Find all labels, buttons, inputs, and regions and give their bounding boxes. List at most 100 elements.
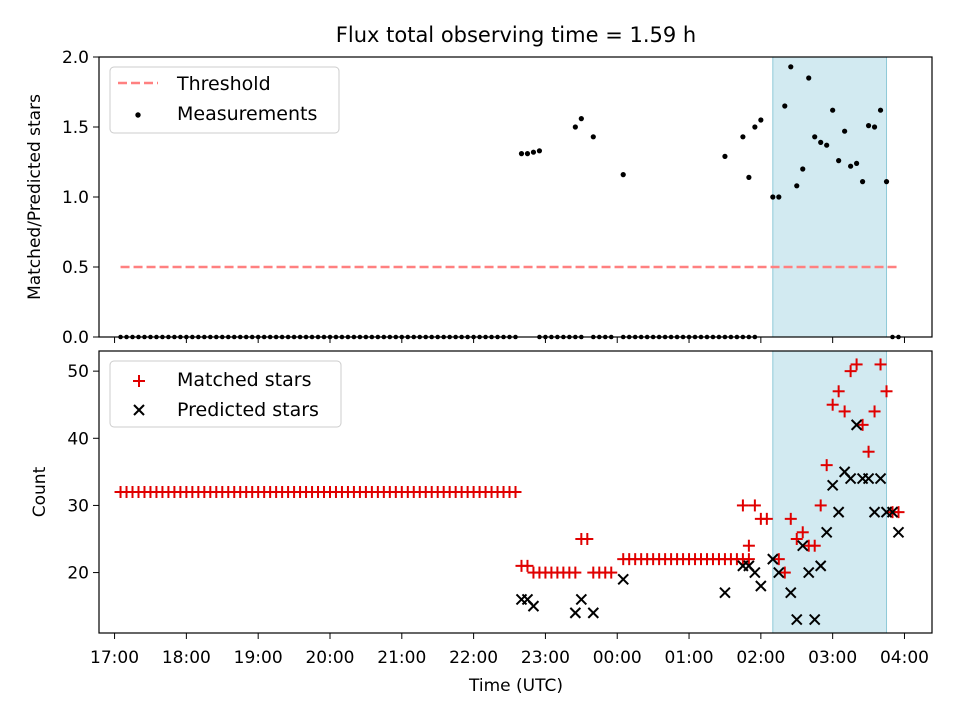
x-tick-label: 03:00 bbox=[808, 648, 857, 668]
measurement-point bbox=[865, 123, 872, 129]
predicted-point bbox=[886, 506, 899, 518]
measurement-point bbox=[572, 124, 578, 130]
predicted-point bbox=[832, 506, 845, 518]
predicted-point bbox=[719, 587, 731, 599]
matched-legend-label: Matched stars bbox=[177, 369, 311, 391]
chart-title: Flux total observing time = 1.59 h bbox=[336, 23, 696, 47]
predicted-point bbox=[844, 472, 857, 485]
measurement-point bbox=[788, 64, 794, 70]
matched-point bbox=[521, 559, 534, 572]
matched-point bbox=[748, 499, 761, 512]
measurement-point bbox=[824, 142, 830, 148]
measurement-point bbox=[518, 151, 525, 157]
predicted-point bbox=[892, 526, 905, 538]
highlight-span bbox=[772, 350, 888, 634]
matched-point bbox=[509, 486, 522, 498]
predicted-point bbox=[797, 540, 809, 552]
measurement-point bbox=[536, 148, 543, 154]
matched-point bbox=[856, 418, 869, 431]
count-y-axis-label: Count bbox=[30, 466, 50, 517]
measurement-point bbox=[871, 124, 878, 130]
matched-legend-marker bbox=[133, 375, 145, 387]
predicted-point bbox=[773, 566, 785, 579]
y-tick-label: 40 bbox=[67, 429, 89, 449]
y-tick-label: 0.0 bbox=[62, 328, 89, 348]
matched-point bbox=[844, 365, 857, 378]
matched-point bbox=[581, 533, 594, 545]
x-tick-label: 22:00 bbox=[449, 648, 498, 668]
measurement-point bbox=[853, 160, 860, 166]
measurement-point bbox=[740, 134, 746, 140]
x-tick-label: 21:00 bbox=[377, 648, 426, 668]
measurement-point bbox=[883, 179, 890, 185]
x-tick-label: 18:00 bbox=[162, 648, 211, 668]
matched-point bbox=[772, 553, 785, 566]
measurement-point bbox=[842, 128, 848, 134]
predicted-point bbox=[749, 566, 761, 579]
count-legend: Matched stars Predicted stars bbox=[109, 360, 342, 428]
x-tick-label: 23:00 bbox=[521, 648, 570, 668]
predicted-point bbox=[862, 472, 875, 485]
measurement-point bbox=[746, 174, 752, 180]
measurement-point bbox=[578, 116, 584, 122]
measurement-point bbox=[818, 139, 824, 145]
measurement-point bbox=[794, 183, 800, 189]
predicted-point bbox=[874, 472, 887, 485]
measurement-point bbox=[806, 75, 812, 81]
measurement-point bbox=[752, 124, 758, 130]
matched-point bbox=[862, 445, 875, 458]
measurement-point bbox=[620, 172, 626, 178]
matched-point bbox=[880, 385, 893, 398]
measurement-point bbox=[722, 153, 728, 159]
ratio-axes-frame bbox=[98, 56, 933, 338]
y-tick-label: 2.0 bbox=[62, 48, 89, 68]
y-tick-label: 1.5 bbox=[62, 118, 89, 138]
matched-point bbox=[742, 553, 755, 566]
matched-point bbox=[868, 405, 881, 418]
matched-point bbox=[850, 358, 863, 371]
measurement-point bbox=[524, 151, 531, 157]
measurement-point bbox=[836, 158, 842, 164]
measurement-point bbox=[812, 134, 818, 140]
matched-point bbox=[539, 566, 552, 579]
matched-point bbox=[874, 358, 887, 371]
predicted-point bbox=[755, 580, 767, 592]
ratio-panel: Matched/Predicted stars 0.0 0.5 1.0 1.5 2.0 bbox=[25, 48, 933, 348]
x-tick-label: 17:00 bbox=[90, 648, 139, 668]
measurement-point bbox=[776, 194, 782, 200]
predicted-point bbox=[527, 600, 540, 612]
matched-point bbox=[778, 566, 791, 579]
predicted-point bbox=[826, 479, 839, 491]
x-tick-label: 19:00 bbox=[234, 648, 283, 668]
legend-frame bbox=[109, 360, 342, 428]
predicted-point bbox=[820, 526, 833, 538]
matched-point bbox=[892, 506, 905, 519]
highlight-span bbox=[772, 56, 888, 338]
count-plot-area: 20 30 40 50 17:00 18:00 19:00 20:00 21:00 22:00 23… bbox=[67, 350, 933, 668]
ratio-y-axis-label: Matched/Predicted stars bbox=[25, 94, 45, 300]
y-tick-label: 50 bbox=[67, 362, 89, 382]
y-tick-label: 1.0 bbox=[62, 188, 89, 208]
predicted-point bbox=[791, 613, 803, 626]
matched-point bbox=[569, 566, 582, 579]
measurement-point bbox=[877, 107, 884, 113]
predicted-point bbox=[814, 560, 827, 572]
predicted-point bbox=[850, 419, 863, 431]
measurement-point bbox=[590, 134, 596, 140]
matched-point bbox=[820, 459, 833, 472]
predicted-point bbox=[617, 573, 629, 585]
measurement-point bbox=[848, 163, 854, 169]
y-tick-label: 30 bbox=[67, 496, 89, 516]
predicted-legend-marker bbox=[133, 404, 145, 416]
measurement-point bbox=[830, 107, 836, 113]
matched-point bbox=[605, 566, 618, 579]
measurement-legend-marker bbox=[135, 112, 141, 118]
x-tick-label: 00:00 bbox=[593, 648, 642, 668]
y-tick-label: 0.5 bbox=[62, 258, 89, 278]
matched-point bbox=[790, 533, 803, 545]
ratio-plot-area: 0.0 0.5 1.0 1.5 2.0 bbox=[62, 48, 933, 348]
ratio-legend: Threshold Measurements bbox=[109, 66, 340, 134]
matched-point bbox=[736, 499, 749, 512]
x-axis-label: Time (UTC) bbox=[468, 676, 563, 696]
